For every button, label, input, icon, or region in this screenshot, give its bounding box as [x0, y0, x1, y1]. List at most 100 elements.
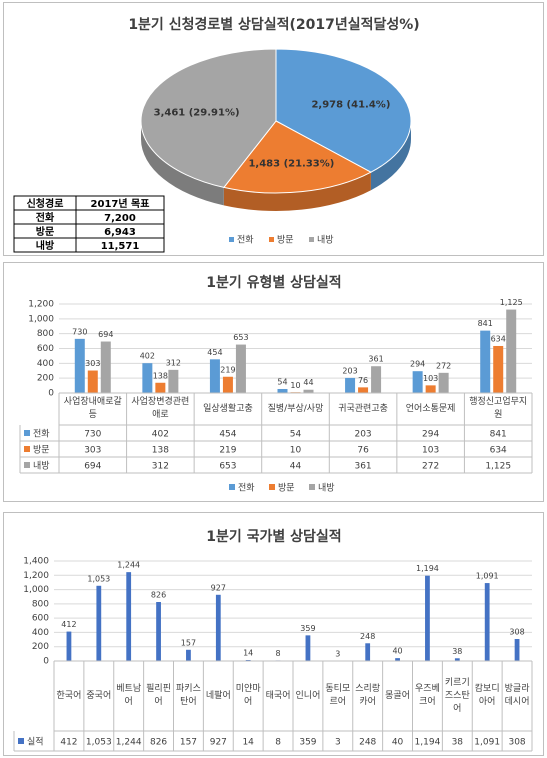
data-label: 219 — [220, 365, 235, 374]
category-cell: 파키스탄어 — [176, 684, 201, 707]
table-value: 219 — [219, 446, 236, 456]
data-label: 103 — [423, 374, 438, 383]
bar — [209, 359, 220, 393]
x-tick-label: 질병/부상/사망 — [267, 403, 324, 414]
category-cell: 귀국관련고충 — [338, 403, 388, 414]
pie-panel: 1분기 신청경로별 상담실적(2017년실적달성%) 2,978 (41.4%)… — [3, 2, 544, 256]
table-value: 361 — [354, 462, 371, 472]
data-label: 76 — [358, 376, 368, 385]
data-label: 3 — [335, 649, 340, 658]
x-tick-label: 인니어 — [295, 690, 321, 701]
y-tick-label: 600 — [37, 344, 54, 354]
data-label: 841 — [478, 319, 493, 328]
category-cell: 사업장변경관련애로 — [131, 397, 190, 420]
table-value: 40 — [392, 738, 404, 748]
table-value: 634 — [490, 446, 507, 456]
table-value: 826 — [150, 738, 167, 748]
slice-side — [223, 172, 371, 211]
data-label: 38 — [452, 647, 462, 656]
category-cell: 중국어 — [86, 690, 112, 701]
bar — [358, 387, 369, 393]
bar — [425, 385, 436, 393]
x-tick-label: 행정신고업무지원 — [469, 397, 528, 420]
table-text: 내방 — [36, 239, 55, 252]
bar — [425, 575, 430, 661]
data-label: 634 — [491, 334, 506, 343]
table-value: 359 — [299, 738, 316, 748]
data-label: 8 — [276, 649, 281, 658]
data-label: 927 — [211, 583, 226, 592]
data-label: 653 — [233, 333, 248, 342]
category-cell: 우즈베크어 — [415, 684, 440, 707]
bar — [100, 341, 111, 393]
bar — [215, 594, 221, 661]
bar — [156, 602, 161, 661]
slice — [275, 48, 412, 173]
y-tick-label: 1,400 — [23, 557, 49, 567]
bar — [365, 643, 371, 661]
category-cell: 동티모르어 — [325, 684, 350, 707]
bar — [96, 585, 102, 661]
table-series-name: 실적 — [27, 736, 44, 748]
bar — [66, 631, 72, 661]
bar — [168, 369, 179, 393]
table-text: 2017년 목표 — [91, 197, 150, 210]
y-tick-label: 800 — [37, 329, 54, 339]
legend-label: 방문 — [277, 235, 294, 246]
legend-label: 내방 — [317, 235, 334, 246]
legend-swatch — [309, 237, 314, 242]
x-tick-label: 스리랑카어 — [355, 684, 381, 707]
x-tick-label: 몽골어 — [385, 690, 410, 701]
bar — [412, 371, 423, 393]
x-tick-label: 방글라데시어 — [504, 684, 530, 707]
x-tick-label: 일상생활고충 — [203, 403, 253, 414]
table-text: 방문 — [36, 225, 54, 238]
data-label: 308 — [509, 628, 524, 637]
table-value: 138 — [152, 446, 169, 456]
table-value: 272 — [422, 462, 439, 472]
x-tick-label: 귀국관련고충 — [338, 403, 388, 414]
slice — [140, 48, 277, 188]
bar — [395, 658, 400, 661]
table-text: 신청경로 — [27, 197, 64, 210]
legend-label: 전화 — [238, 483, 255, 494]
y-tick-label: 600 — [32, 614, 49, 624]
table-value: 303 — [84, 446, 101, 456]
x-tick-label: 네팔어 — [205, 690, 231, 701]
table-value: 1,194 — [415, 738, 441, 748]
bar — [514, 639, 520, 661]
y-tick-label: 200 — [32, 642, 49, 652]
bar — [142, 363, 153, 393]
legend-label: 방문 — [278, 483, 295, 494]
bar — [480, 330, 491, 393]
bar — [454, 658, 460, 661]
x-tick-label: 베트남어 — [116, 684, 142, 707]
table-series-name: 전화 — [33, 429, 50, 440]
slice-side — [370, 121, 411, 191]
table-value: 454 — [219, 430, 236, 440]
table-value: 157 — [180, 738, 197, 748]
bar — [87, 370, 98, 393]
x-tick-label: 사업장변경관련애로 — [131, 397, 190, 420]
data-label: 138 — [153, 371, 168, 380]
y-tick-label: 0 — [48, 389, 54, 399]
x-tick-label: 캄보디아어 — [474, 684, 500, 707]
table-value: 10 — [290, 446, 302, 456]
data-label: 44 — [303, 378, 313, 387]
data-label: 359 — [300, 624, 315, 633]
table-value: 14 — [242, 738, 254, 748]
category-cell: 언어소통문제 — [405, 403, 456, 414]
category-cell: 캄보디아어 — [474, 684, 500, 707]
data-label: 1,194 — [416, 564, 439, 573]
bar — [345, 377, 356, 393]
table-text: 전화 — [36, 211, 55, 224]
table-value: 653 — [219, 462, 236, 472]
category-cell: 한국어 — [57, 691, 82, 701]
bar — [303, 389, 314, 393]
x-tick-label: 언어소통문제 — [405, 403, 456, 414]
x-tick-label: 중국어 — [86, 690, 112, 701]
table-value: 44 — [290, 462, 302, 472]
y-tick-label: 400 — [37, 359, 54, 369]
data-label: 694 — [98, 330, 113, 339]
